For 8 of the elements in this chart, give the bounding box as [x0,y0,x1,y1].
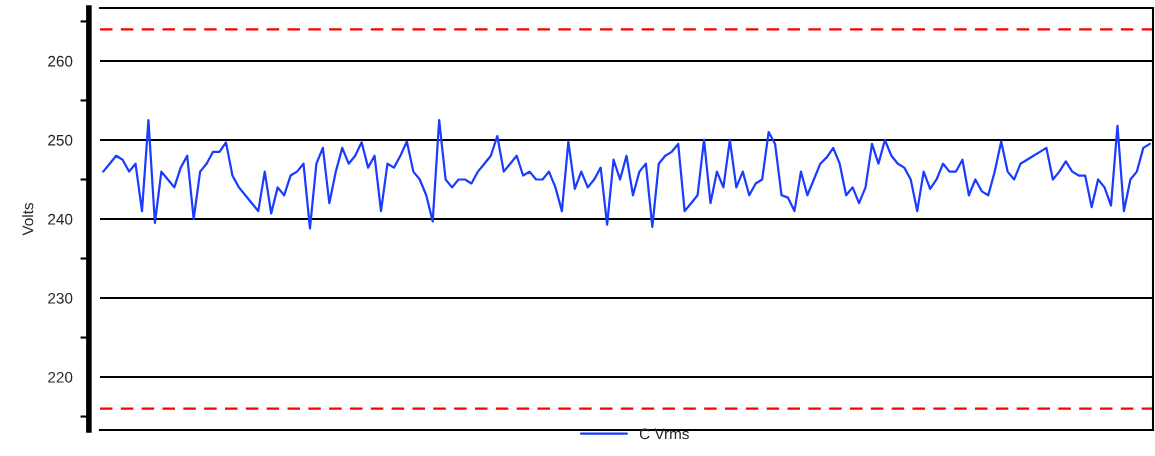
y-tick-label: 250 [48,134,73,146]
y-tick-label: 230 [48,292,73,304]
y-tick-label: 260 [48,55,73,67]
legend-label: C Vrms [639,428,689,440]
y-tick-label: 240 [48,213,73,225]
y-axis-title: Volts [22,202,34,236]
line-series [102,119,1151,230]
y-tick-label: 220 [48,371,73,383]
